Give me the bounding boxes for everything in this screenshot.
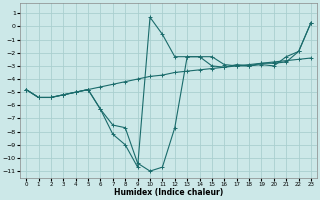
X-axis label: Humidex (Indice chaleur): Humidex (Indice chaleur) <box>114 188 223 197</box>
